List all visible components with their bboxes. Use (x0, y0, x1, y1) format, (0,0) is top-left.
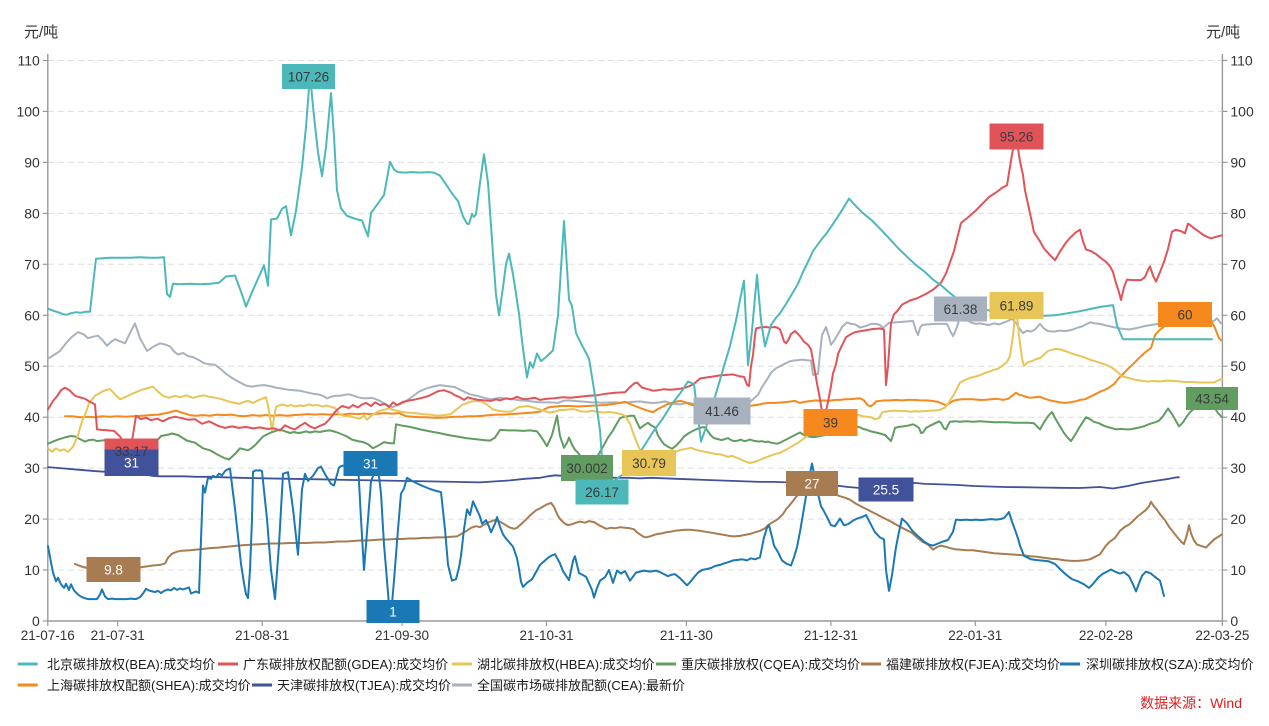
svg-text:22-01-31: 22-01-31 (948, 628, 1002, 643)
svg-text:40: 40 (24, 409, 40, 425)
svg-text:70: 70 (24, 256, 40, 272)
svg-text:110: 110 (1230, 53, 1253, 69)
svg-text:20: 20 (1230, 511, 1246, 527)
svg-text:61.89: 61.89 (1000, 299, 1034, 314)
svg-text:10: 10 (1230, 562, 1246, 578)
svg-text:元/吨: 元/吨 (24, 24, 58, 41)
svg-text:21-07-16: 21-07-16 (21, 628, 75, 643)
svg-text:39: 39 (823, 416, 838, 431)
svg-text:数据来源：Wind: 数据来源：Wind (1140, 695, 1242, 711)
svg-text:22-03-25: 22-03-25 (1195, 628, 1249, 643)
svg-text:全国碳市场碳排放配额(CEA):最新价: 全国碳市场碳排放配额(CEA):最新价 (477, 678, 685, 693)
svg-text:27: 27 (804, 477, 819, 492)
svg-text:26.17: 26.17 (585, 485, 619, 500)
svg-text:天津碳排放权(TJEA):成交均价: 天津碳排放权(TJEA):成交均价 (277, 678, 451, 693)
svg-text:21-09-30: 21-09-30 (375, 628, 429, 643)
svg-text:31: 31 (363, 457, 378, 472)
svg-text:30: 30 (24, 460, 40, 476)
svg-text:1: 1 (389, 605, 397, 620)
svg-text:60: 60 (1230, 307, 1246, 323)
svg-text:60: 60 (24, 307, 40, 323)
svg-text:0: 0 (32, 613, 40, 629)
svg-text:70: 70 (1230, 256, 1246, 272)
svg-text:80: 80 (1230, 205, 1246, 221)
svg-text:43.54: 43.54 (1195, 392, 1229, 407)
svg-text:95.26: 95.26 (1000, 130, 1034, 145)
svg-text:25.5: 25.5 (873, 483, 899, 498)
svg-text:31: 31 (124, 456, 139, 471)
svg-text:深圳碳排放权(SZA):成交均价: 深圳碳排放权(SZA):成交均价 (1086, 657, 1254, 672)
svg-text:广东碳排放权配额(GDEA):成交均价: 广东碳排放权配额(GDEA):成交均价 (243, 657, 448, 672)
svg-text:湖北碳排放权(HBEA):成交均价: 湖北碳排放权(HBEA):成交均价 (477, 657, 655, 672)
svg-text:33.17: 33.17 (115, 444, 149, 459)
svg-text:50: 50 (24, 358, 40, 374)
svg-text:50: 50 (1230, 358, 1246, 374)
svg-text:21-07-31: 21-07-31 (91, 628, 145, 643)
svg-text:0: 0 (1230, 613, 1238, 629)
svg-text:元/吨: 元/吨 (1206, 24, 1240, 41)
svg-text:100: 100 (16, 103, 40, 119)
svg-text:22-02-28: 22-02-28 (1079, 628, 1133, 643)
svg-text:30.002: 30.002 (566, 461, 607, 476)
svg-text:10: 10 (24, 562, 40, 578)
svg-text:21-08-31: 21-08-31 (235, 628, 289, 643)
svg-text:30: 30 (1230, 460, 1246, 476)
svg-text:9.8: 9.8 (104, 563, 123, 578)
svg-text:90: 90 (1230, 154, 1246, 170)
svg-text:41.46: 41.46 (705, 404, 739, 419)
svg-text:60: 60 (1177, 308, 1192, 323)
svg-text:107.26: 107.26 (288, 70, 329, 85)
svg-text:21-10-31: 21-10-31 (519, 628, 573, 643)
svg-text:上海碳排放权配额(SHEA):成交均价: 上海碳排放权配额(SHEA):成交均价 (47, 678, 251, 693)
svg-text:21-11-30: 21-11-30 (660, 628, 713, 643)
svg-text:重庆碳排放权(CQEA):成交均价: 重庆碳排放权(CQEA):成交均价 (681, 657, 860, 672)
svg-text:80: 80 (24, 205, 40, 221)
svg-text:福建碳排放权(FJEA):成交均价: 福建碳排放权(FJEA):成交均价 (886, 657, 1060, 672)
svg-text:110: 110 (17, 53, 40, 69)
svg-text:21-12-31: 21-12-31 (804, 628, 858, 643)
svg-text:40: 40 (1230, 409, 1246, 425)
svg-text:北京碳排放权(BEA):成交均价: 北京碳排放权(BEA):成交均价 (47, 657, 215, 672)
svg-text:100: 100 (1230, 103, 1254, 119)
svg-text:30.79: 30.79 (632, 456, 666, 471)
svg-text:20: 20 (24, 511, 40, 527)
svg-text:90: 90 (24, 154, 40, 170)
svg-text:61.38: 61.38 (944, 302, 978, 317)
